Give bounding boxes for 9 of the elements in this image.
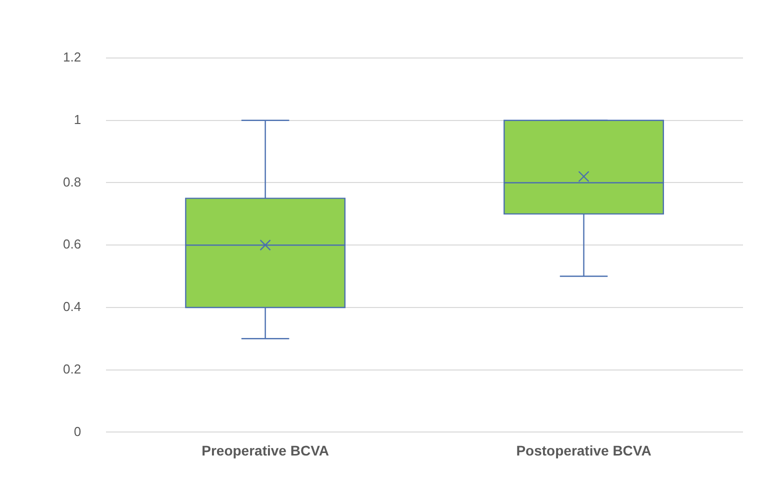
y-tick-label: 1 <box>74 112 82 127</box>
y-tick-label: 0.2 <box>62 361 82 376</box>
y-tick-label: 1.2 <box>62 50 82 65</box>
x-tick-label: Preoperative BCVA <box>202 442 329 458</box>
x-tick-label: Postoperative BCVA <box>516 442 652 458</box>
y-tick-label: 0 <box>74 424 82 439</box>
y-tick-label: 0.4 <box>62 299 82 314</box>
y-tick-label: 0.8 <box>62 174 82 190</box>
y-tick-label: 0.6 <box>62 236 82 252</box>
